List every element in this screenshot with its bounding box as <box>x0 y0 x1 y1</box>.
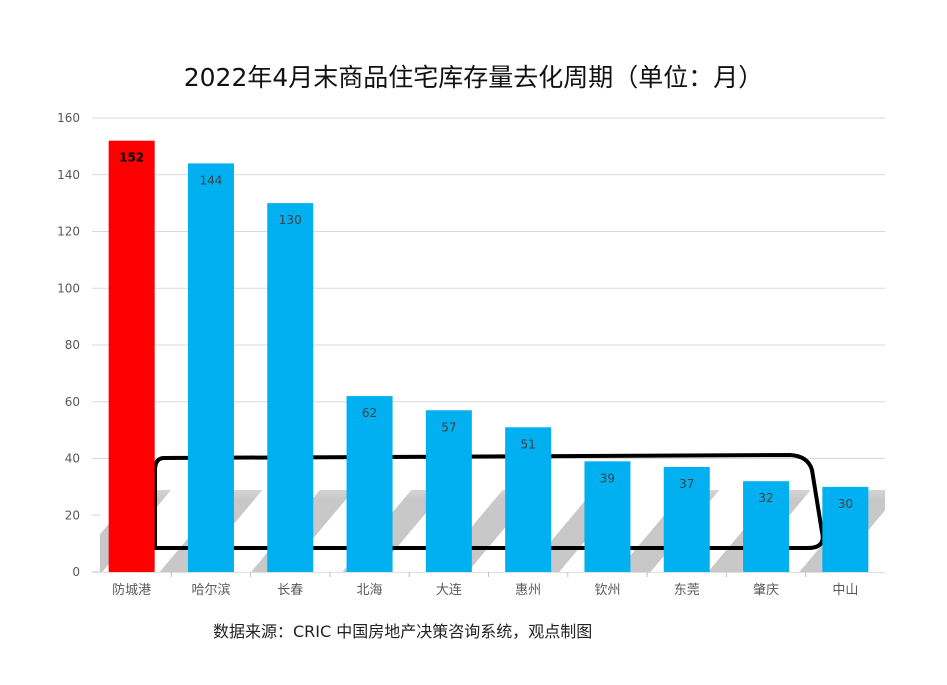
data-label: 152 <box>119 151 144 165</box>
bar <box>822 486 869 572</box>
y-tick-label: 160 <box>57 111 80 125</box>
bar <box>425 410 472 572</box>
x-tick-label: 中山 <box>832 583 858 598</box>
bars: 152 144 130 62 57 51 39 37 32 30 <box>108 140 869 572</box>
x-tick-label: 东莞 <box>674 583 700 598</box>
x-tick-label: 哈尔滨 <box>191 582 230 598</box>
data-label: 32 <box>758 491 773 505</box>
bar <box>584 461 631 572</box>
bar <box>505 427 552 572</box>
y-axis-ticks: 0 20 40 60 80 100 120 140 160 <box>57 111 80 579</box>
x-tick-label: 北海 <box>357 583 383 598</box>
y-tick-label: 60 <box>65 395 80 409</box>
chart-title: 2022年4月末商品住宅库存量去化周期（单位：月） <box>183 63 764 92</box>
x-tick-label: 防城港 <box>112 582 151 598</box>
x-tick-label: 惠州 <box>515 583 541 598</box>
data-label: 57 <box>441 420 456 434</box>
data-label: 144 <box>199 173 222 187</box>
bar <box>663 467 710 572</box>
data-label: 30 <box>838 497 853 511</box>
bar <box>743 481 790 572</box>
data-label: 130 <box>279 213 302 227</box>
data-label: 51 <box>521 437 536 451</box>
x-tick-label: 大连 <box>436 582 462 598</box>
y-tick-label: 20 <box>65 508 80 522</box>
data-label: 37 <box>679 477 694 491</box>
y-tick-label: 140 <box>57 168 80 182</box>
data-label: 39 <box>600 471 615 485</box>
x-tick-label: 肇庆 <box>753 583 779 598</box>
bar <box>346 396 393 572</box>
bar <box>187 163 234 572</box>
source-note: 数据来源：CRIC 中国房地产决策咨询系统，观点制图 <box>213 622 593 641</box>
bar <box>267 203 314 572</box>
x-tick-label: 长春 <box>277 583 303 598</box>
y-tick-label: 40 <box>65 452 80 466</box>
bar <box>108 140 155 572</box>
y-tick-label: 100 <box>57 281 80 295</box>
y-tick-label: 0 <box>72 565 80 579</box>
x-axis-ticks: 防城港 哈尔滨 长春 北海 大连 惠州 钦州 东莞 肇庆 中山 <box>112 572 858 598</box>
data-label: 62 <box>362 406 377 420</box>
x-tick-label: 钦州 <box>594 583 620 598</box>
y-tick-label: 80 <box>65 338 80 352</box>
y-tick-label: 120 <box>57 225 80 239</box>
